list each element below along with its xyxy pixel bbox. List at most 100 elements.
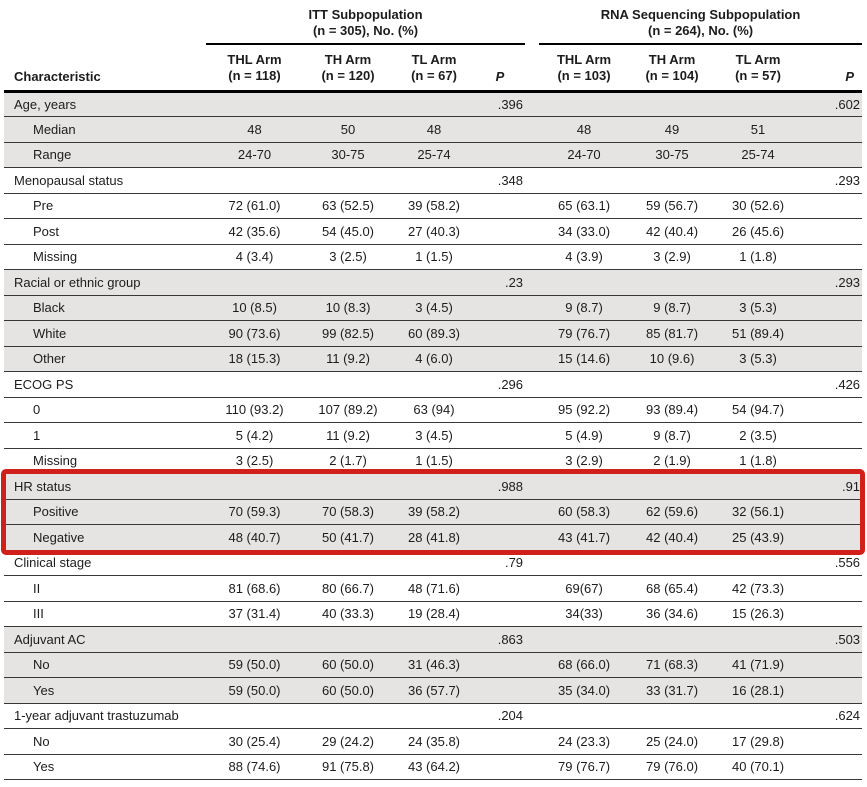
value-cell: 24-70 <box>539 142 630 168</box>
value-cell: 2 (1.7) <box>303 448 393 474</box>
p-value-cell <box>801 677 863 704</box>
data-row: Missing 3 (2.5) 2 (1.7) 1 (1.5) 3 (2.9) 2 (1.… <box>4 448 863 474</box>
value-cell: 60 (50.0) <box>303 677 393 704</box>
value-cell <box>206 550 303 576</box>
value-cell: 16 (28.1) <box>715 677 802 704</box>
value-cell <box>629 550 716 576</box>
value-cell <box>539 371 630 398</box>
value-cell: 24 (35.8) <box>393 728 475 755</box>
section-row: 1-year adjuvant trastuzumab .204 .624 <box>4 703 863 729</box>
p-value-cell <box>475 397 526 423</box>
p-value-cell: .426 <box>801 371 863 398</box>
value-cell <box>629 269 716 296</box>
table-body: Age, years .396.602 Median 48 50 48 48 49 51 Rang… <box>4 91 863 780</box>
value-cell: 42 (73.3) <box>715 575 802 602</box>
row-label: Missing <box>4 244 206 270</box>
value-cell <box>629 371 716 398</box>
gap-cell <box>525 448 540 474</box>
value-cell: 30 (25.4) <box>206 728 303 755</box>
value-cell: 31 (46.3) <box>393 652 475 678</box>
column-gap-spacer <box>525 44 540 93</box>
p-value-cell <box>475 116 526 143</box>
gap-cell <box>525 677 540 704</box>
section-row: Age, years .396 .602 <box>4 91 863 117</box>
p-value-cell: .396 <box>475 91 526 117</box>
value-cell <box>303 269 393 296</box>
value-cell: 88 (74.6) <box>206 754 303 780</box>
value-cell: 11 (9.2) <box>303 422 393 449</box>
p-value-cell <box>801 728 863 755</box>
column-gap-spacer <box>525 0 539 44</box>
value-cell: 30 (52.6) <box>715 193 802 219</box>
value-cell: 27 (40.3) <box>393 218 475 245</box>
itt-tl-arm-name: TL Arm <box>411 51 457 67</box>
row-label: Other <box>4 346 206 372</box>
value-cell: 1 (1.5) <box>393 244 475 270</box>
value-cell: 40 (33.3) <box>303 601 393 627</box>
gap-cell <box>525 550 540 576</box>
value-cell <box>539 167 630 194</box>
value-cell: 3 (2.9) <box>539 448 630 474</box>
itt-tl-arm-n: (n = 67) <box>411 67 457 83</box>
p-value-cell <box>801 575 863 602</box>
value-cell <box>539 269 630 296</box>
value-cell <box>206 269 303 296</box>
gap-cell <box>525 422 540 449</box>
value-cell <box>629 167 716 194</box>
value-cell: 3 (5.3) <box>715 295 802 321</box>
value-cell: 10 (8.3) <box>303 295 393 321</box>
value-cell: 3 (2.9) <box>629 244 716 270</box>
value-cell: 25-74 <box>393 142 475 168</box>
value-cell: 63 (94) <box>393 397 475 423</box>
value-cell: 3 (4.5) <box>393 295 475 321</box>
gap-cell <box>525 397 540 423</box>
row-label: Menopausal status <box>4 167 206 194</box>
value-cell: 62 (59.6) <box>629 499 716 525</box>
p-value-cell <box>801 601 863 627</box>
value-cell: 48 <box>539 116 630 143</box>
value-cell: 30-75 <box>629 142 716 168</box>
value-cell: 79 (76.7) <box>539 320 630 347</box>
rna-thl-arm-header: THL Arm (n = 103) <box>539 44 630 93</box>
value-cell: 51 <box>715 116 802 143</box>
value-cell: 95 (92.2) <box>539 397 630 423</box>
value-cell: 81 (68.6) <box>206 575 303 602</box>
value-cell: 90 (73.6) <box>206 320 303 347</box>
value-cell: 25 (43.9) <box>715 524 802 551</box>
p-value-cell: .863 <box>475 626 526 653</box>
value-cell: 36 (34.6) <box>629 601 716 627</box>
value-cell: 59 (56.7) <box>629 193 716 219</box>
value-cell <box>715 703 802 729</box>
value-cell <box>206 703 303 729</box>
rna-subpopulation-title: RNA Sequencing Subpopulation <box>600 7 801 22</box>
p-value-cell: .348 <box>475 167 526 194</box>
row-label: No <box>4 728 206 755</box>
value-cell: 99 (82.5) <box>303 320 393 347</box>
p-value-cell <box>475 346 526 372</box>
p-value-cell: .204 <box>475 703 526 729</box>
p-value-cell: .293 <box>801 167 863 194</box>
value-cell: 54 (45.0) <box>303 218 393 245</box>
value-cell: 5 (4.2) <box>206 422 303 449</box>
value-cell: 9 (8.7) <box>629 422 716 449</box>
value-cell: 50 (41.7) <box>303 524 393 551</box>
p-value-cell <box>475 499 526 525</box>
row-label: HR status <box>4 473 206 500</box>
value-cell <box>206 91 303 117</box>
row-label: 1-year adjuvant trastuzumab <box>4 703 206 729</box>
p-value-cell <box>475 448 526 474</box>
gap-cell <box>525 116 540 143</box>
rna-th-arm-name: TH Arm <box>648 51 696 67</box>
data-row: Pre 72 (61.0) 63 (52.5) 39 (58.2) 65 (63.1) 5… <box>4 193 863 219</box>
value-cell: 59 (50.0) <box>206 677 303 704</box>
value-cell <box>715 269 802 296</box>
value-cell: 40 (70.1) <box>715 754 802 780</box>
gap-cell <box>525 601 540 627</box>
value-cell: 9 (8.7) <box>539 295 630 321</box>
gap-cell <box>525 269 540 296</box>
row-label: Black <box>4 295 206 321</box>
rna-subpopulation-header: RNA Sequencing Subpopulation (n = 264), … <box>539 0 863 45</box>
value-cell: 35 (34.0) <box>539 677 630 704</box>
p-value-cell <box>801 346 863 372</box>
value-cell: 4 (6.0) <box>393 346 475 372</box>
